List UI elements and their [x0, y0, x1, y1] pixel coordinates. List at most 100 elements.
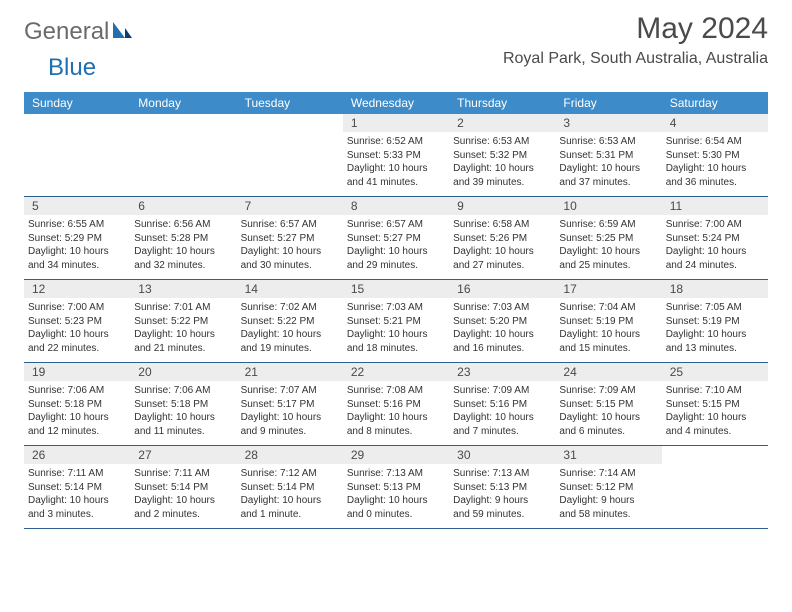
sunrise-text: Sunrise: 7:04 AM — [559, 301, 657, 315]
sunrise-text: Sunrise: 7:07 AM — [241, 384, 339, 398]
sunrise-text: Sunrise: 7:08 AM — [347, 384, 445, 398]
daylight-text-2: and 6 minutes. — [559, 425, 657, 439]
day-number: 14 — [237, 280, 343, 298]
sunset-text: Sunset: 5:13 PM — [347, 481, 445, 495]
sunset-text: Sunset: 5:14 PM — [134, 481, 232, 495]
sunset-text: Sunset: 5:28 PM — [134, 232, 232, 246]
day-number: 30 — [449, 446, 555, 464]
weekday-header: Tuesday — [237, 92, 343, 114]
daylight-text-2: and 4 minutes. — [666, 425, 764, 439]
day-number: 29 — [343, 446, 449, 464]
day-cell: 18Sunrise: 7:05 AMSunset: 5:19 PMDayligh… — [662, 280, 768, 362]
daylight-text-2: and 58 minutes. — [559, 508, 657, 522]
day-number: 23 — [449, 363, 555, 381]
daylight-text-2: and 19 minutes. — [241, 342, 339, 356]
daylight-text-1: Daylight: 10 hours — [134, 411, 232, 425]
day-number: 26 — [24, 446, 130, 464]
daylight-text-1: Daylight: 10 hours — [453, 411, 551, 425]
day-number: 25 — [662, 363, 768, 381]
daylight-text-1: Daylight: 10 hours — [347, 328, 445, 342]
sunset-text: Sunset: 5:21 PM — [347, 315, 445, 329]
sunset-text: Sunset: 5:22 PM — [241, 315, 339, 329]
day-number: 13 — [130, 280, 236, 298]
daylight-text-1: Daylight: 10 hours — [28, 411, 126, 425]
sunset-text: Sunset: 5:27 PM — [241, 232, 339, 246]
daylight-text-1: Daylight: 10 hours — [666, 328, 764, 342]
daylight-text-2: and 29 minutes. — [347, 259, 445, 273]
sunset-text: Sunset: 5:24 PM — [666, 232, 764, 246]
day-cell: 14Sunrise: 7:02 AMSunset: 5:22 PMDayligh… — [237, 280, 343, 362]
daylight-text-1: Daylight: 10 hours — [28, 245, 126, 259]
day-number: 31 — [555, 446, 661, 464]
sunset-text: Sunset: 5:15 PM — [559, 398, 657, 412]
day-cell: 21Sunrise: 7:07 AMSunset: 5:17 PMDayligh… — [237, 363, 343, 445]
weekday-header: Monday — [130, 92, 236, 114]
day-cell-empty: . — [237, 114, 343, 196]
daylight-text-1: Daylight: 10 hours — [134, 245, 232, 259]
sunrise-text: Sunrise: 7:14 AM — [559, 467, 657, 481]
day-cell: 2Sunrise: 6:53 AMSunset: 5:32 PMDaylight… — [449, 114, 555, 196]
daylight-text-1: Daylight: 10 hours — [28, 494, 126, 508]
sunset-text: Sunset: 5:19 PM — [559, 315, 657, 329]
daylight-text-1: Daylight: 10 hours — [347, 245, 445, 259]
day-number: 22 — [343, 363, 449, 381]
day-cell: 4Sunrise: 6:54 AMSunset: 5:30 PMDaylight… — [662, 114, 768, 196]
location-text: Royal Park, South Australia, Australia — [503, 50, 768, 68]
day-cell: 25Sunrise: 7:10 AMSunset: 5:15 PMDayligh… — [662, 363, 768, 445]
day-cell: 26Sunrise: 7:11 AMSunset: 5:14 PMDayligh… — [24, 446, 130, 528]
daylight-text-2: and 12 minutes. — [28, 425, 126, 439]
daylight-text-2: and 1 minute. — [241, 508, 339, 522]
weeks-container: ...1Sunrise: 6:52 AMSunset: 5:33 PMDayli… — [24, 114, 768, 529]
day-number: 16 — [449, 280, 555, 298]
daylight-text-1: Daylight: 10 hours — [134, 494, 232, 508]
daylight-text-1: Daylight: 10 hours — [347, 162, 445, 176]
sunrise-text: Sunrise: 7:03 AM — [453, 301, 551, 315]
sunrise-text: Sunrise: 6:57 AM — [241, 218, 339, 232]
day-number: 3 — [555, 114, 661, 132]
day-number: 2 — [449, 114, 555, 132]
sunrise-text: Sunrise: 6:59 AM — [559, 218, 657, 232]
daylight-text-2: and 2 minutes. — [134, 508, 232, 522]
sunrise-text: Sunrise: 6:52 AM — [347, 135, 445, 149]
sunrise-text: Sunrise: 7:13 AM — [347, 467, 445, 481]
daylight-text-2: and 59 minutes. — [453, 508, 551, 522]
day-cell: 16Sunrise: 7:03 AMSunset: 5:20 PMDayligh… — [449, 280, 555, 362]
weekday-header: Thursday — [449, 92, 555, 114]
sunset-text: Sunset: 5:16 PM — [453, 398, 551, 412]
sunset-text: Sunset: 5:32 PM — [453, 149, 551, 163]
sunrise-text: Sunrise: 7:05 AM — [666, 301, 764, 315]
daylight-text-2: and 22 minutes. — [28, 342, 126, 356]
daylight-text-1: Daylight: 10 hours — [241, 245, 339, 259]
daylight-text-2: and 32 minutes. — [134, 259, 232, 273]
logo-sail-icon — [111, 20, 133, 45]
daylight-text-1: Daylight: 10 hours — [134, 328, 232, 342]
sunset-text: Sunset: 5:29 PM — [28, 232, 126, 246]
sunset-text: Sunset: 5:26 PM — [453, 232, 551, 246]
day-cell: 12Sunrise: 7:00 AMSunset: 5:23 PMDayligh… — [24, 280, 130, 362]
daylight-text-1: Daylight: 10 hours — [453, 245, 551, 259]
day-cell: 3Sunrise: 6:53 AMSunset: 5:31 PMDaylight… — [555, 114, 661, 196]
day-cell: 10Sunrise: 6:59 AMSunset: 5:25 PMDayligh… — [555, 197, 661, 279]
sunset-text: Sunset: 5:25 PM — [559, 232, 657, 246]
day-cell-empty: . — [130, 114, 236, 196]
day-number: 1 — [343, 114, 449, 132]
daylight-text-2: and 39 minutes. — [453, 176, 551, 190]
sunrise-text: Sunrise: 7:00 AM — [28, 301, 126, 315]
sunrise-text: Sunrise: 6:53 AM — [559, 135, 657, 149]
calendar-grid: SundayMondayTuesdayWednesdayThursdayFrid… — [24, 92, 768, 529]
sunrise-text: Sunrise: 6:57 AM — [347, 218, 445, 232]
weekday-header: Saturday — [662, 92, 768, 114]
daylight-text-1: Daylight: 10 hours — [559, 411, 657, 425]
sunset-text: Sunset: 5:18 PM — [28, 398, 126, 412]
sunrise-text: Sunrise: 7:06 AM — [28, 384, 126, 398]
day-cell: 23Sunrise: 7:09 AMSunset: 5:16 PMDayligh… — [449, 363, 555, 445]
daylight-text-1: Daylight: 10 hours — [666, 411, 764, 425]
sunrise-text: Sunrise: 7:13 AM — [453, 467, 551, 481]
daylight-text-2: and 9 minutes. — [241, 425, 339, 439]
logo-word1: General — [24, 18, 109, 46]
sunset-text: Sunset: 5:22 PM — [134, 315, 232, 329]
day-number: 20 — [130, 363, 236, 381]
day-cell: 22Sunrise: 7:08 AMSunset: 5:16 PMDayligh… — [343, 363, 449, 445]
sunrise-text: Sunrise: 6:54 AM — [666, 135, 764, 149]
day-cell: 27Sunrise: 7:11 AMSunset: 5:14 PMDayligh… — [130, 446, 236, 528]
